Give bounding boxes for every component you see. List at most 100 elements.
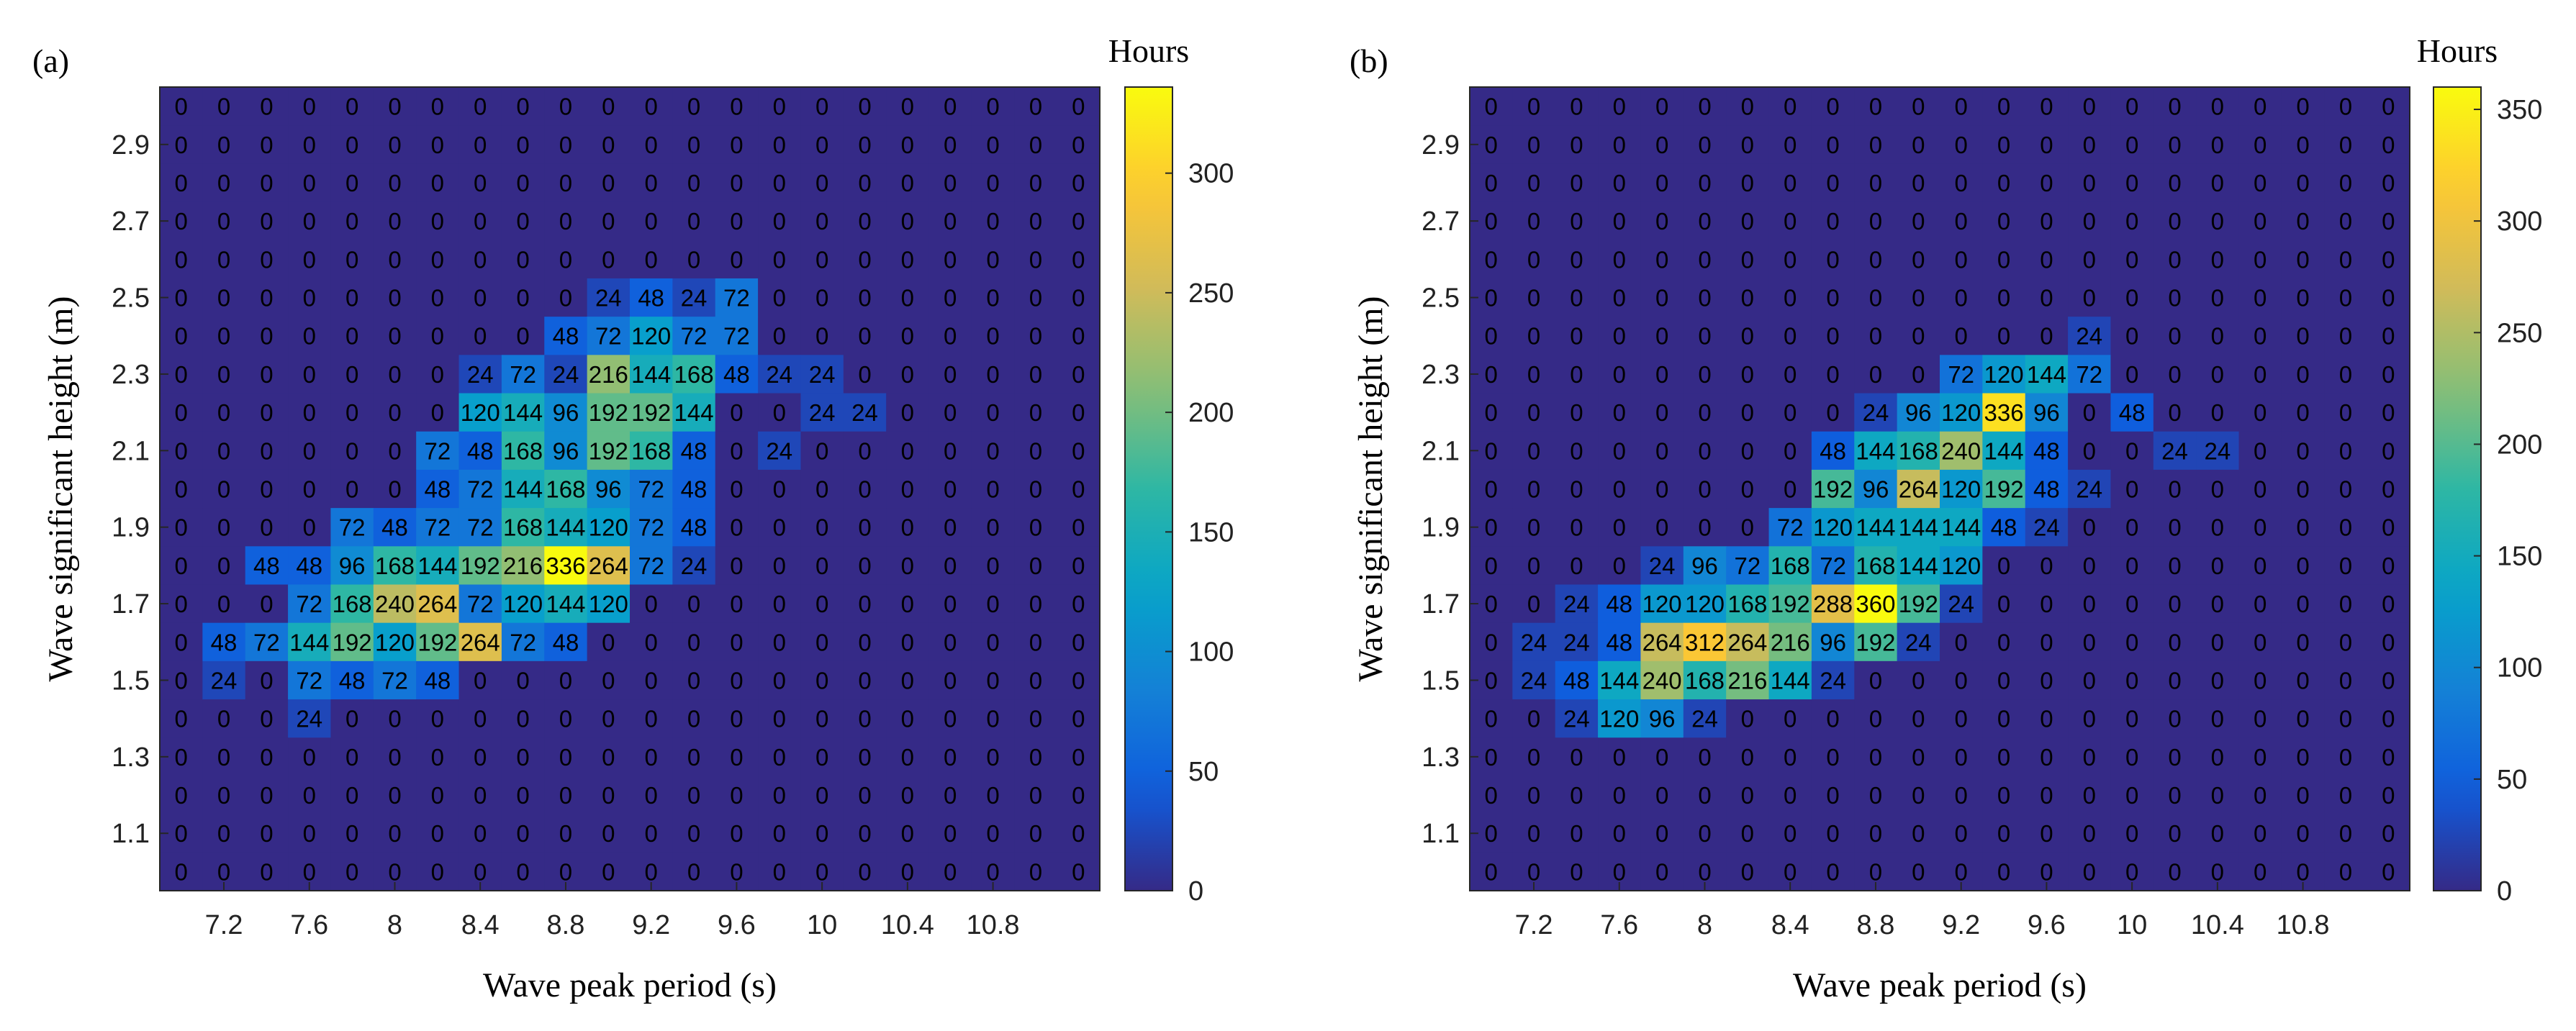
cell-value-label: 0 [1029, 820, 1042, 847]
x-tick-label: 7.6 [290, 910, 328, 940]
cell-value-label: 0 [1784, 820, 1797, 847]
cell-value-label: 72 [638, 514, 664, 541]
cell-value-label: 0 [2382, 323, 2395, 350]
heatmap-cell [288, 125, 332, 164]
heatmap-cell [971, 814, 1015, 853]
cell-value-label: 0 [1655, 94, 1668, 120]
cell-value-label: 0 [2382, 246, 2395, 273]
cell-value-label: 0 [773, 629, 786, 655]
cell-value-label: 0 [260, 667, 273, 694]
cell-value-label: 0 [2125, 94, 2138, 120]
colorbar-tick-label: 100 [2497, 653, 2542, 683]
cell-value-label: 0 [303, 476, 316, 503]
cell-value-label: 0 [773, 399, 786, 426]
cell-value-label: 0 [1613, 361, 1626, 388]
cell-value-label: 0 [1029, 667, 1042, 694]
heatmap-cell [416, 622, 460, 662]
cell-value-label: 0 [303, 514, 316, 541]
heatmap-cell [1014, 546, 1058, 586]
cell-value-label: 0 [303, 399, 316, 426]
heatmap-cell [245, 622, 289, 662]
heatmap-cell [886, 508, 930, 547]
heatmap-cell [2153, 814, 2197, 853]
cell-value-label: 0 [260, 94, 273, 120]
heatmap-cell [245, 201, 289, 241]
heatmap-cell [928, 584, 972, 624]
cell-value-label: 0 [2040, 170, 2053, 196]
heatmap-cell [2281, 393, 2325, 432]
heatmap-cell [2110, 163, 2154, 203]
heatmap-cell [1598, 508, 1642, 547]
cell-value-label: 0 [1570, 858, 1583, 885]
heatmap-cell [2324, 546, 2368, 586]
heatmap-cell [2238, 852, 2282, 891]
cell-value-label: 0 [431, 94, 444, 120]
heatmap-cell [1897, 699, 1940, 738]
heatmap-cell [1640, 584, 1684, 624]
cell-value-label: 0 [944, 285, 957, 312]
cell-value-label: 0 [2254, 361, 2267, 388]
heatmap-cell [501, 660, 545, 700]
heatmap-cell [587, 469, 631, 509]
cell-value-label: 0 [944, 629, 957, 655]
cell-value-label: 0 [1784, 361, 1797, 388]
cell-value-label: 0 [1826, 170, 1839, 196]
cell-value-label: 0 [2211, 667, 2224, 694]
cell-value-label: 0 [431, 782, 444, 809]
heatmap-cell [1982, 776, 2026, 815]
cell-value-label: 0 [1029, 629, 1042, 655]
cell-value-label: 0 [1741, 132, 1754, 158]
heatmap-cell [2025, 660, 2069, 700]
cell-value-label: 0 [1613, 246, 1626, 273]
cell-value-label: 0 [175, 553, 188, 579]
cell-value-label: 0 [773, 667, 786, 694]
heatmap-cell [544, 622, 588, 662]
cell-value-label: 0 [559, 170, 572, 196]
heatmap-cell [2367, 355, 2410, 394]
heatmap-cell [2196, 660, 2240, 700]
heatmap-cell [715, 776, 759, 815]
heatmap-cell [758, 355, 802, 394]
cell-value-label: 0 [1741, 246, 1754, 273]
heatmap-cell [1470, 469, 1513, 509]
cell-value-label: 0 [687, 591, 700, 617]
cell-value-label: 0 [2254, 208, 2267, 235]
heatmap-cell [758, 584, 802, 624]
cell-value-label: 0 [1570, 323, 1583, 350]
cell-value-label: 0 [1527, 476, 1540, 503]
colorbar-tick-label: 50 [2497, 765, 2527, 795]
cell-value-label: 0 [345, 782, 358, 809]
cell-value-label: 0 [645, 208, 658, 235]
cell-value-label: 0 [1072, 744, 1085, 771]
heatmap-cell [672, 163, 716, 203]
heatmap-cell [630, 814, 673, 853]
heatmap-cell [2367, 393, 2410, 432]
heatmap-cell [2110, 546, 2154, 586]
cell-value-label: 0 [2296, 208, 2309, 235]
cell-value-label: 0 [2254, 629, 2267, 655]
heatmap-cell [1640, 776, 1684, 815]
cell-value-label: 0 [1741, 170, 1754, 196]
cell-value-label: 0 [2040, 667, 2053, 694]
cell-value-label: 0 [2211, 820, 2224, 847]
heatmap-cell [2324, 699, 2368, 738]
heatmap-cell [1014, 163, 1058, 203]
heatmap-cell [1057, 699, 1101, 738]
cell-value-label: 0 [2211, 629, 2224, 655]
heatmap-cell [928, 776, 972, 815]
cell-value-label: 0 [2339, 629, 2352, 655]
heatmap-cell [288, 278, 332, 317]
heatmap-cell [160, 240, 203, 279]
cell-value-label: 120 [1941, 553, 1981, 579]
cell-value-label: 0 [1826, 706, 1839, 732]
heatmap-cell [2281, 355, 2325, 394]
x-tick-label: 10.8 [967, 910, 1020, 940]
heatmap-cell [2324, 355, 2368, 394]
heatmap-cell [2324, 87, 2368, 126]
heatmap-cell [373, 584, 417, 624]
heatmap-cell [2068, 201, 2112, 241]
cell-value-label: 0 [1485, 437, 1498, 464]
heatmap-cell [2238, 317, 2282, 355]
cell-value-label: 0 [645, 782, 658, 809]
heatmap-cell [2110, 240, 2154, 279]
